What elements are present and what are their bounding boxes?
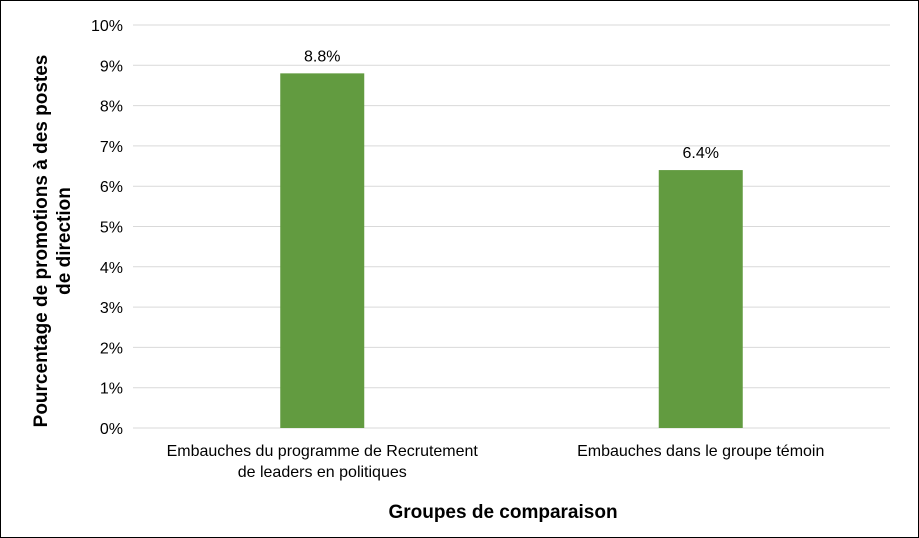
bar [280, 73, 365, 429]
svg-text:Pourcentage de promotions à de: Pourcentage de promotions à des postes de… [31, 55, 75, 428]
y-tick-labels: 0% 1% 2% 3% 4% 5% 6% 7% 8% 9% 10% [91, 18, 123, 438]
data-label: 6.4% [683, 145, 719, 162]
y-tick-label: 2% [100, 340, 123, 357]
data-labels: 8.8% 6.4% [304, 48, 719, 162]
data-label: 8.8% [304, 48, 340, 65]
category-label: Embauches du programme de Recrutement de … [167, 443, 479, 481]
gridlines [133, 24, 890, 429]
bar [658, 170, 743, 428]
x-axis-title: Groupes de comparaison [388, 502, 617, 523]
y-tick-label: 0% [100, 421, 123, 438]
y-tick-label: 8% [100, 99, 123, 116]
y-tick-label: 10% [91, 18, 123, 35]
y-tick-label: 3% [100, 300, 123, 317]
y-tick-label: 1% [100, 381, 123, 398]
bars [280, 73, 743, 429]
y-tick-label: 6% [100, 179, 123, 196]
y-tick-label: 5% [100, 220, 123, 237]
y-tick-label: 9% [100, 58, 123, 75]
category-labels: Embauches du programme de Recrutement de … [167, 443, 825, 481]
y-axis-title: Pourcentage de promotions à des postes de… [31, 55, 75, 428]
y-tick-label: 4% [100, 260, 123, 277]
y-tick-label: 7% [100, 139, 123, 156]
category-label: Embauches dans le groupe témoin [577, 443, 824, 460]
